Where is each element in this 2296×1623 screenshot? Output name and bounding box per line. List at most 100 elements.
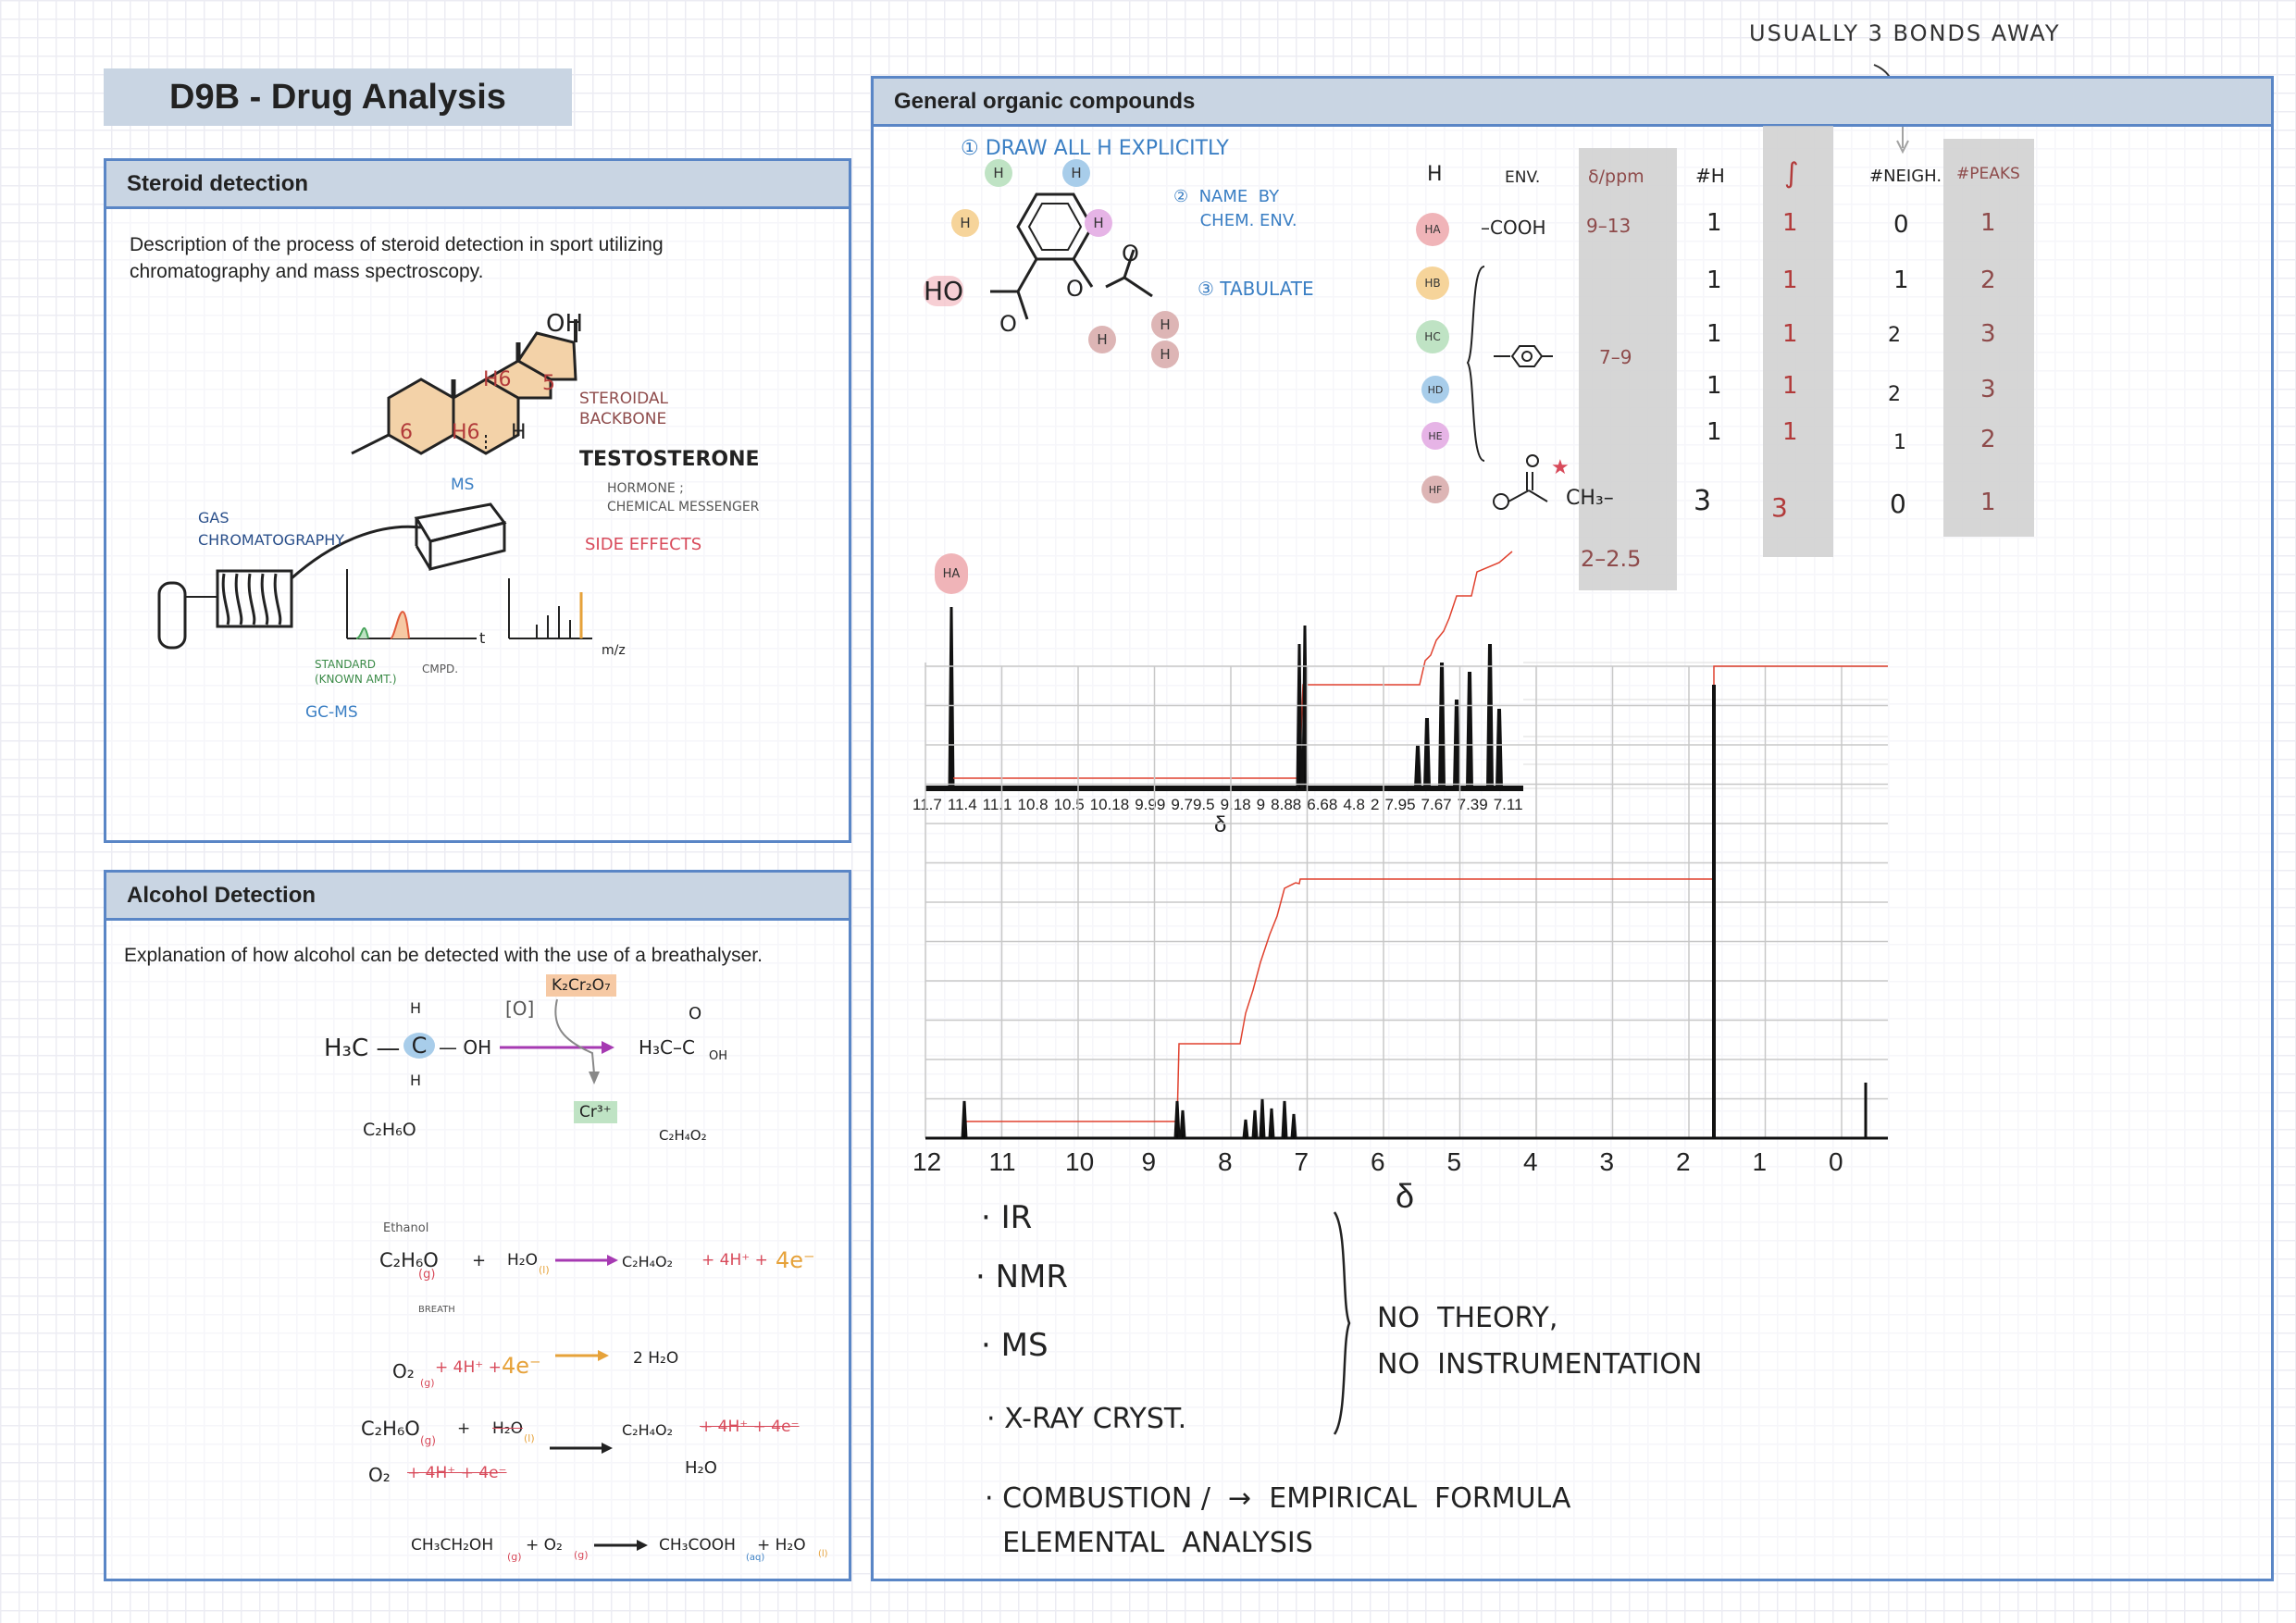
cr3-label: Cr³⁺ <box>574 1101 617 1123</box>
eq3-arrow <box>550 1443 613 1454</box>
zoom-x-tick: 11.1 <box>982 796 1012 813</box>
eq1-ethanol: C₂H₆O <box>379 1249 439 1271</box>
eq1-plus: + <box>472 1251 487 1270</box>
row-hd-int: 1 <box>1782 372 1798 400</box>
ethanol-c: C <box>403 1033 435 1059</box>
main-x-tick: 10 <box>1065 1147 1095 1176</box>
row-hf-env: CH₃– <box>1566 487 1614 510</box>
eq4-ethanol-state: (g) <box>507 1551 522 1563</box>
row-hc-nh: 1 <box>1706 320 1722 348</box>
shift-column-shade <box>1579 148 1677 590</box>
eq3a-water-state: (l) <box>524 1432 535 1444</box>
zoom-tick-row: 11.7 11.4 11.1 10.8 10.5 10.18 9.99 9.79.5 9.18 9… <box>912 796 1560 818</box>
breath-label: BREATH <box>418 1305 455 1315</box>
row-ha-neigh: 0 <box>1893 211 1909 239</box>
main-x-label: δ <box>1396 1177 1415 1215</box>
col-h-header: H <box>1427 163 1443 186</box>
ester-carbonyl-o-label: O <box>1122 241 1139 266</box>
organic-heading: General organic compounds <box>874 79 2271 127</box>
eq4-water-state: (l) <box>818 1549 828 1559</box>
row-ha-peaks: 1 <box>1980 209 1996 237</box>
standard-label: STANDARD (KNOWN AMT.) <box>315 658 397 686</box>
technique-ms: · MS <box>981 1327 1049 1364</box>
row-he-neigh: 1 <box>1893 431 1906 454</box>
eq4-oxygen: + O₂ <box>526 1536 563 1555</box>
ester-o-label: O <box>1066 276 1084 302</box>
zoom-x-label: δ <box>1214 812 1227 837</box>
eq3a-h: + 4H⁺ + 4e⁻ <box>700 1418 800 1436</box>
ethanol-formula: C₂H₆O <box>363 1120 416 1140</box>
ethanol-label: Ethanol <box>383 1221 429 1235</box>
step1-note: ① DRAW ALL H EXPLICITLY <box>961 137 1229 160</box>
step2-note: ② NAME BY CHEM. ENV. <box>1173 187 1297 230</box>
eq1-water-state: (l) <box>539 1264 550 1276</box>
row-hf-peaks: 1 <box>1980 489 1996 516</box>
main-x-tick: 12 <box>912 1147 942 1176</box>
row-hb-bubble: HB <box>1416 266 1449 300</box>
row-hf-nh: 3 <box>1694 485 1712 517</box>
eq3a-acid: C₂H₄O₂ <box>622 1421 674 1439</box>
row-hd-neigh: 2 <box>1888 383 1901 406</box>
main-x-tick: 0 <box>1829 1147 1843 1176</box>
hd-bubble: H <box>1062 159 1090 187</box>
zoom-x-tick: 7.39 <box>1457 796 1488 813</box>
ring-6c-label: H6 <box>483 368 512 391</box>
zoom-x-tick: 7.11 <box>1493 796 1523 813</box>
cmpd-label: CMPD. <box>422 663 459 675</box>
zoom-x-tick: 2 <box>1370 796 1380 813</box>
aromatic-bracket <box>1466 266 1485 462</box>
ethanol-h-top: H <box>410 999 422 1017</box>
row-ha-shift: 9–13 <box>1586 215 1632 237</box>
main-x-tick: 5 <box>1446 1147 1462 1176</box>
top-note: USUALLY 3 BONDS AWAY <box>1749 20 2061 46</box>
eq2-h: + 4H⁺ + <box>435 1358 502 1377</box>
testosterone-label: TESTOSTERONE <box>579 448 760 471</box>
eq3b-oxygen: O₂ <box>368 1464 391 1486</box>
eq4-acid: CH₃COOH <box>659 1536 736 1555</box>
row-hd-nh: 1 <box>1706 372 1722 400</box>
col-env-header: ENV. <box>1505 168 1541 187</box>
no-theory-note: NO THEORY, NO INSTRUMENTATION <box>1377 1302 1703 1381</box>
zoom-x-tick: 11.7 <box>912 796 942 813</box>
eq2-water: 2 H₂O <box>633 1349 679 1368</box>
step3-note: ③ TABULATE <box>1198 278 1314 300</box>
gas-chromatography-label: GAS CHROMATOGRAPHY <box>198 509 345 549</box>
eq2-e: 4e⁻ <box>502 1353 541 1379</box>
steroid-heading: Steroid detection <box>106 161 849 209</box>
col-nh-header: #H <box>1695 165 1725 187</box>
col-peaks-header: #PEAKS <box>1956 165 2020 183</box>
ring-6b-label: H6 <box>452 421 480 444</box>
row-ha-env: –COOH <box>1481 217 1546 239</box>
row-hf-int: 3 <box>1771 492 1788 523</box>
gcms-label: GC-MS <box>305 703 358 722</box>
compound-structure <box>990 192 1153 320</box>
combustion-note: · COMBUSTION / → EMPIRICAL FORMULA ELEME… <box>985 1482 1571 1559</box>
main-spectrum <box>925 665 1888 1140</box>
eq2-oxygen-state: (g) <box>420 1377 435 1389</box>
svg-text:★: ★ <box>1551 455 1570 478</box>
techniques-bracket <box>1333 1211 1351 1435</box>
main-x-tick: 1 <box>1752 1147 1768 1176</box>
hf1-bubble: H <box>1088 326 1116 353</box>
eq3a-ethanol-state: (g) <box>420 1434 436 1447</box>
steroidal-backbone-label: STEROIDAL BACKBONE <box>579 390 669 428</box>
hf3-bubble: H <box>1151 341 1179 368</box>
zoom-x-tick: 9.18 <box>1220 796 1251 813</box>
main-x-tick: 6 <box>1371 1147 1385 1176</box>
eq4-ethanol: CH₃CH₂OH <box>411 1536 494 1555</box>
row-hb-nh: 1 <box>1706 266 1722 294</box>
main-x-tick: 2 <box>1676 1147 1691 1176</box>
testosterone-structure <box>351 319 577 455</box>
row-hc-peaks: 3 <box>1980 320 1996 348</box>
ethanol-oh: — OH <box>439 1036 492 1059</box>
page-title: D9B - Drug Analysis <box>104 68 572 126</box>
ring-5-label: 5 <box>542 372 555 395</box>
row-he-int: 1 <box>1782 418 1798 446</box>
row-ha-nh: 1 <box>1706 209 1722 237</box>
alcohol-heading: Alcohol Detection <box>106 873 849 921</box>
hf2-bubble: H <box>1151 311 1179 339</box>
carbonyl-o-label: O <box>999 311 1017 337</box>
row-he-nh: 1 <box>1706 418 1722 446</box>
dichromate-label: K₂Cr₂O₇ <box>546 974 616 997</box>
row-he-peaks: 2 <box>1980 426 1996 453</box>
